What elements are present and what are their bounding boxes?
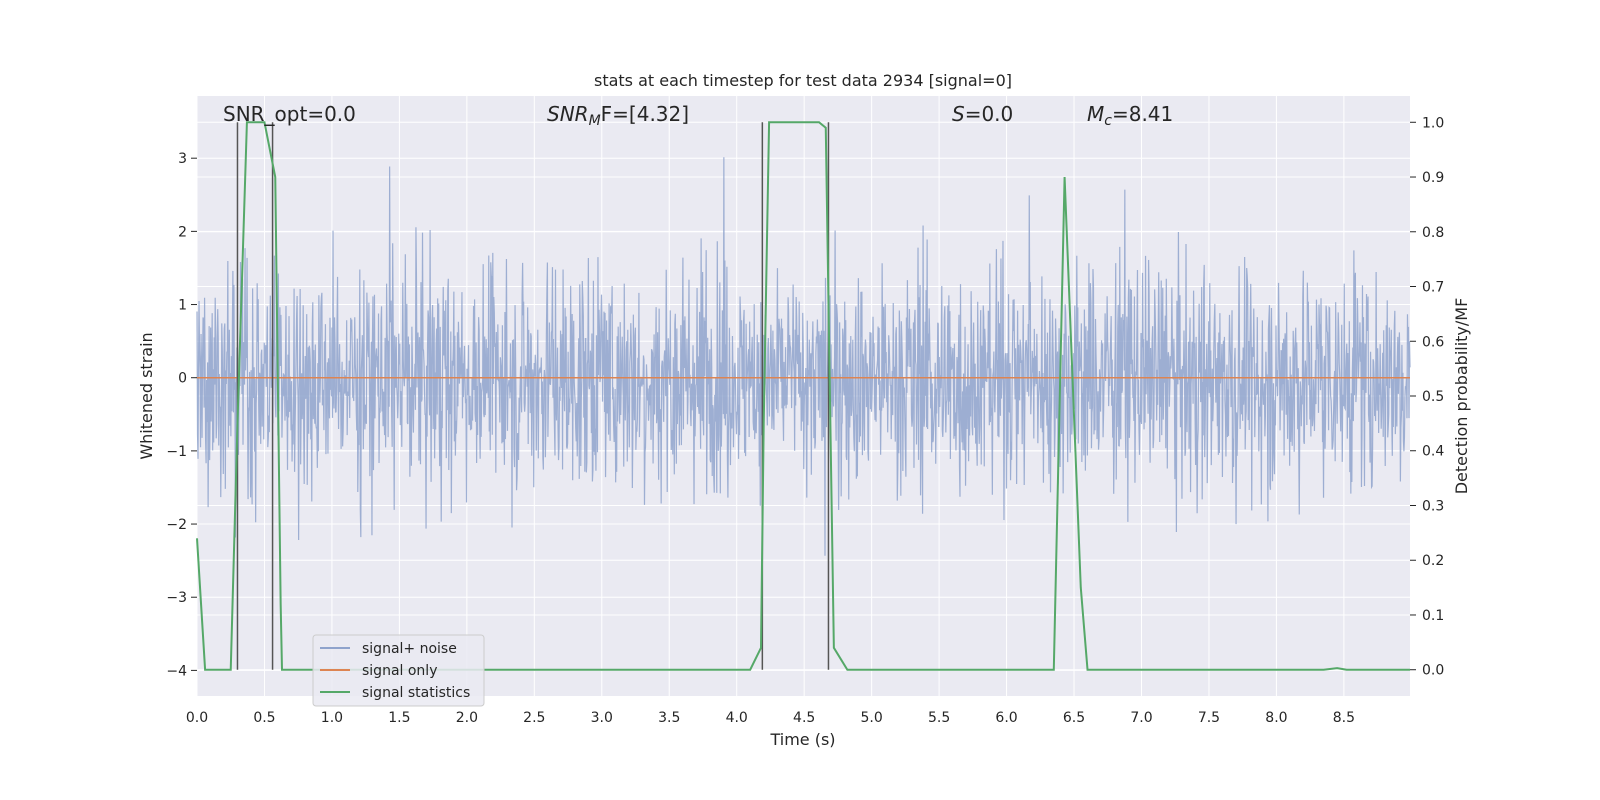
x-tick-label: 5.5	[928, 710, 950, 726]
x-tick-label: 8.0	[1265, 710, 1287, 726]
y2-tick-label: 0.3	[1422, 498, 1444, 514]
y-tick-label: 1	[178, 298, 187, 314]
y-tick-label: 3	[178, 151, 187, 167]
y2-tick-label: 0.6	[1422, 334, 1444, 350]
y2-tick-label: 0.4	[1422, 444, 1444, 460]
y-tick-label: 0	[178, 371, 187, 387]
y2-tick-label: 0.8	[1422, 225, 1444, 241]
y2-tick-label: 0.9	[1422, 170, 1444, 186]
series-signal-statistics-line	[196, 121, 1410, 671]
annotation-mc-symbol: M	[1087, 102, 1104, 126]
legend-label-noise: signal+ noise	[362, 641, 457, 657]
annotation-mc-value: =8.41	[1112, 102, 1173, 126]
y2-tick-label: 0.7	[1422, 280, 1444, 296]
axes-layer: 0.0 0.5 1.0 1.5 2.0 2.5 3.0 3.5 4.0 4.5 5.0 5.5 6.0 6…	[166, 115, 1444, 726]
noise-series	[196, 157, 1411, 556]
x-axis-title: Time (s)	[769, 730, 835, 749]
annotation-snr-mf-value: F=[4.32]	[601, 102, 689, 126]
x-tick-label: 3.5	[658, 710, 680, 726]
annotation-snr-mf-subscript: M	[589, 113, 601, 129]
annotation-mc-subscript: c	[1104, 113, 1112, 129]
series-signal-noise-line	[196, 157, 1411, 556]
annotation-snr-mf-symbol: SNR	[547, 102, 589, 126]
x-tick-label: 7.0	[1130, 710, 1152, 726]
x-tick-label: 1.5	[388, 710, 410, 726]
annotation-s-value: =0.0	[965, 102, 1014, 126]
y-tick-label: 2	[178, 224, 187, 240]
y2-tick-label: 0.1	[1422, 608, 1444, 624]
legend-label-signal-statistics: signal statistics	[362, 685, 470, 701]
legend-box	[312, 634, 485, 707]
legend-label-signal-only: signal only	[362, 663, 437, 679]
y2-tick-label: 1.0	[1422, 115, 1444, 131]
y-tick-label: −2	[166, 517, 187, 533]
annotation-snr-mf: SNRMF=[4.32]	[547, 102, 689, 129]
x-tick-label: 6.5	[1063, 710, 1085, 726]
y-tick-label: −1	[166, 444, 187, 460]
annotation-s-symbol: S	[952, 102, 965, 126]
y2-tick-label: 0.2	[1422, 553, 1444, 569]
chart-title: stats at each timestep for test data 293…	[594, 71, 1012, 90]
x-tick-label: 3.0	[591, 710, 613, 726]
data-layer	[196, 121, 1410, 671]
annotation-s: S=0.0	[952, 102, 1013, 126]
annotation-snr-opt: SNR_opt=0.0	[223, 102, 356, 126]
y-tick-label: −3	[166, 590, 187, 606]
x-tick-label: 2.5	[523, 710, 545, 726]
x-tick-label: 6.0	[995, 710, 1017, 726]
x-tick-label: 4.5	[793, 710, 815, 726]
x-tick-label: 8.5	[1333, 710, 1355, 726]
x-tick-label: 1.0	[321, 710, 343, 726]
y2-tick-label: 0.0	[1422, 663, 1444, 679]
x-tick-label: 7.5	[1198, 710, 1220, 726]
x-tick-label: 0.0	[186, 710, 208, 726]
annotation-mc: Mc=8.41	[1087, 102, 1173, 129]
x-tick-label: 4.0	[726, 710, 748, 726]
y-axis-title: Whitened strain	[137, 332, 156, 459]
y2-tick-label: 0.5	[1422, 389, 1444, 405]
y-tick-label: −4	[166, 663, 187, 679]
x-tick-label: 2.0	[456, 710, 478, 726]
y2-axis-title: Detection probability/MF	[1452, 298, 1471, 495]
x-tick-label: 5.0	[861, 710, 883, 726]
x-tick-label: 0.5	[253, 710, 275, 726]
legend: signal+ noise signal only signal statist…	[312, 634, 485, 707]
